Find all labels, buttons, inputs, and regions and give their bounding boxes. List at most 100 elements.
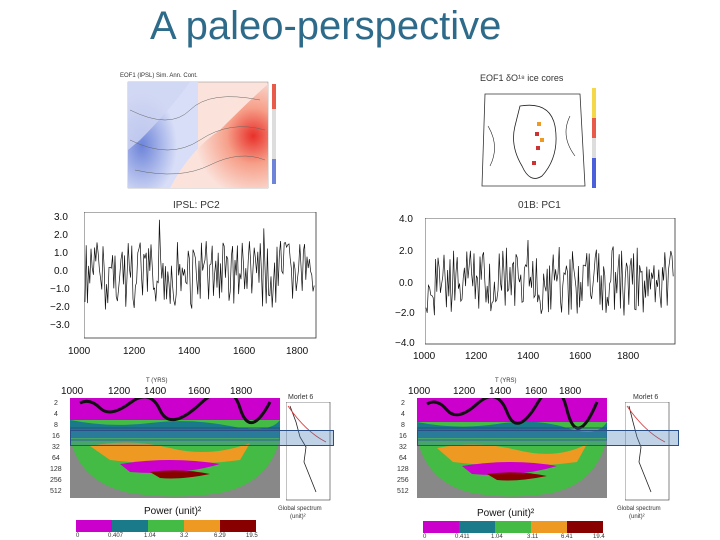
x-tick: 1800	[286, 346, 309, 357]
period-tick: 512	[397, 488, 409, 495]
x-tick: 1600	[569, 351, 592, 362]
colorbar-tick: 1.04	[144, 533, 156, 539]
x-tick: 1000	[68, 346, 91, 357]
x-tick: 1200	[123, 346, 146, 357]
y-tick: −3.0	[50, 320, 70, 331]
period-tick: 256	[397, 477, 409, 484]
icecore-map	[481, 88, 596, 188]
period-tick: 4	[54, 411, 58, 418]
o1b-wavelet-panel: 1000 1200 1400 1600 1800 T (YRS) 2 4 8 1…	[393, 368, 683, 540]
y-tick: 4.0	[399, 214, 413, 225]
spectrum-label: Global spectrum	[617, 506, 661, 512]
colorbar-swatch	[148, 520, 184, 532]
period-tick: 32	[52, 444, 60, 451]
spectrum-title: Morlet 6	[288, 394, 314, 401]
period-tick: 128	[397, 466, 409, 473]
spectrum-unit: (unit)²	[629, 514, 645, 520]
o1b-global-spectrum	[625, 402, 670, 501]
period-tick: 128	[50, 466, 62, 473]
period-tick: 16	[399, 433, 407, 440]
x-label: T (YRS)	[146, 378, 168, 384]
colorbar-swatch	[220, 520, 256, 532]
o1b-pc1-line	[425, 218, 676, 345]
ipsl-pc2-line	[84, 212, 317, 339]
y-tick: 3.0	[54, 212, 68, 223]
x-label: T (YRS)	[495, 378, 517, 384]
period-tick: 8	[401, 422, 405, 429]
period-tick: 32	[399, 444, 407, 451]
o1b-colorbar	[423, 521, 603, 533]
ipsl-pc2-title: IPSL: PC2	[173, 200, 220, 211]
period-tick: 256	[50, 477, 62, 484]
colorbar-tick: 3.2	[180, 533, 189, 539]
colorbar-swatch	[423, 521, 459, 533]
colorbar-swatch	[567, 521, 603, 533]
y-tick: 1.0	[54, 248, 68, 259]
x-tick: 1600	[525, 386, 548, 397]
y-tick: −2.0	[50, 302, 70, 313]
model-eof-caption: EOF1 (IPSL) Sim. Ann. Cont.	[120, 73, 198, 79]
period-tick: 64	[399, 455, 407, 462]
x-tick: 1800	[559, 386, 582, 397]
colorbar-swatch	[531, 521, 567, 533]
x-tick: 1400	[178, 346, 201, 357]
colorbar-swatch	[495, 521, 531, 533]
icecore-map-caption: EOF1 δO¹⁸ ice cores	[480, 73, 564, 83]
power-label: Power (unit)²	[477, 508, 535, 519]
spectrum-label: Global spectrum	[278, 506, 322, 512]
period-tick: 16	[52, 433, 60, 440]
period-tick: 8	[54, 422, 58, 429]
x-tick: 1400	[489, 386, 512, 397]
colorbar-tick: 3.11	[527, 534, 539, 540]
period-tick: 2	[401, 400, 405, 407]
x-tick: 1200	[453, 386, 476, 397]
highlight-band-left	[70, 430, 334, 446]
slide-title: A paleo-perspective	[150, 4, 502, 48]
x-tick: 1000	[413, 351, 436, 362]
colorbar-tick: 6.29	[214, 533, 226, 539]
icecore-map-panel: EOF1 δO¹⁸ ice cores	[460, 66, 605, 194]
x-tick: 1200	[465, 351, 488, 362]
x-tick: 1800	[617, 351, 640, 362]
period-tick: 64	[52, 455, 60, 462]
colorbar-swatch	[76, 520, 112, 532]
model-eof-map	[127, 81, 276, 189]
y-tick: −1.0	[50, 284, 70, 295]
period-tick: 4	[401, 411, 405, 418]
period-tick: 512	[50, 488, 62, 495]
y-tick: 0.0	[54, 266, 68, 277]
x-tick: 1000	[408, 386, 431, 397]
colorbar-tick: 19.5	[246, 533, 258, 539]
x-tick: 1400	[144, 386, 167, 397]
o1b-pc1-timeseries: 01B: PC1 4.0 2.0 0.0 −2.0 −4.0 1000 1200…	[395, 198, 680, 363]
colorbar-tick: 0.411	[455, 534, 470, 540]
x-tick: 1000	[61, 386, 84, 397]
o1b-pc1-title: 01B: PC1	[518, 200, 561, 211]
o1b-wavelet-power	[417, 398, 607, 498]
colorbar-tick: 0.407	[108, 533, 124, 539]
ipsl-global-spectrum	[286, 402, 331, 501]
highlight-band-right	[417, 430, 679, 446]
colorbar-tick: 19.4	[593, 534, 605, 540]
colorbar-swatch	[459, 521, 495, 533]
period-tick: 2	[54, 400, 58, 407]
colorbar-tick: 0	[76, 533, 80, 539]
power-label: Power (unit)²	[144, 506, 202, 517]
colorbar-tick: 6.41	[561, 534, 573, 540]
y-tick: 0.0	[399, 278, 413, 289]
colorbar-swatch	[112, 520, 148, 532]
ipsl-wavelet-panel: 1000 1200 1400 1600 1800 T (YRS) 2 4 8 1…	[46, 368, 338, 540]
ipsl-pc2-timeseries: IPSL: PC2 3.0 2.0 1.0 0.0 −1.0 −2.0 −3.0…	[50, 198, 320, 363]
y-tick: 2.0	[399, 246, 413, 257]
x-tick: 1600	[188, 386, 211, 397]
model-eof-map-panel: EOF1 (IPSL) Sim. Ann. Cont.	[110, 70, 280, 195]
colorbar-tick: 0	[423, 534, 427, 540]
spectrum-title: Morlet 6	[633, 394, 659, 401]
x-tick: 1200	[108, 386, 131, 397]
ipsl-colorbar	[76, 520, 256, 532]
x-tick: 1400	[517, 351, 540, 362]
colorbar-swatch	[184, 520, 220, 532]
y-tick: 2.0	[54, 230, 68, 241]
y-tick: −2.0	[395, 308, 415, 319]
ipsl-wavelet-power	[70, 398, 280, 498]
